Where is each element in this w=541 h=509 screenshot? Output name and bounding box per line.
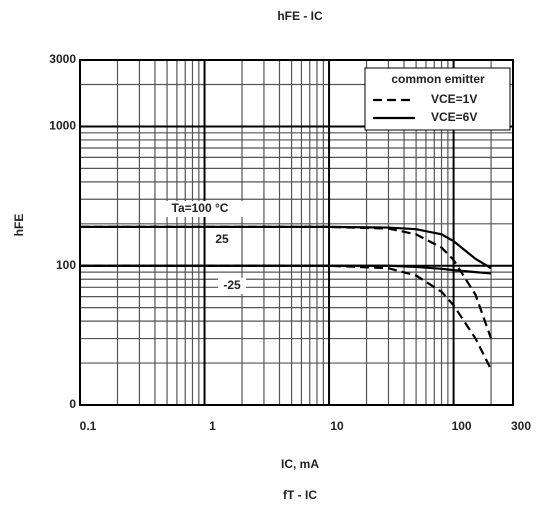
chart-title: hFE - IC <box>277 9 323 23</box>
annotation: 25 <box>215 232 229 246</box>
legend-label: VCE=6V <box>431 110 477 124</box>
plot-frame <box>79 59 514 406</box>
x-tick-label: 1 <box>209 419 216 433</box>
x-tick-label: 100 <box>452 419 472 433</box>
x-tick-label: 300 <box>511 419 531 433</box>
x-tick-label: 10 <box>330 419 344 433</box>
y-axis-label: hFE <box>12 214 26 237</box>
y-tick-label: 100 <box>56 258 76 272</box>
x-tick-label: 0.1 <box>80 419 97 433</box>
y-tick-label: 3000 <box>49 52 76 66</box>
annotation-bg <box>156 201 244 217</box>
annotation-bg <box>218 278 246 294</box>
series-line <box>80 264 492 275</box>
annotation-bg <box>208 232 236 248</box>
series-line <box>80 264 493 370</box>
legend-label: VCE=1V <box>431 92 477 106</box>
series-line <box>80 225 492 270</box>
legend-title: common emitter <box>391 72 485 86</box>
y-tick-label: 1000 <box>49 119 76 133</box>
x-axis-label: IC, mA <box>281 457 319 471</box>
annotation: Ta=100 °C <box>172 201 229 215</box>
series-line <box>80 225 493 339</box>
annotation: -25 <box>223 278 241 292</box>
y-tick-label: 0 <box>69 397 76 411</box>
next-chart-title: fT - IC <box>283 488 317 502</box>
